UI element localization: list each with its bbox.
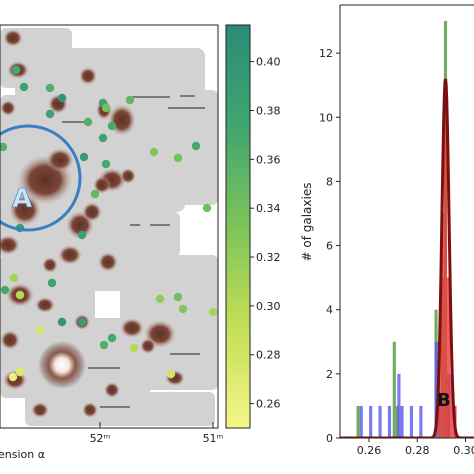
galaxy-marker [173,153,183,163]
galaxy-marker [107,121,117,131]
galaxy-marker [79,152,89,162]
colorbar-ticks: 0.40 0.38 0.36 0.34 0.32 0.30 0.28 0.26 [250,56,281,411]
galaxy-marker [77,230,87,240]
gaussian-fit-curve [340,78,474,438]
galaxy-marker [35,325,45,335]
histogram-bar [443,117,448,438]
hist-y-tick-label: 10 [319,111,333,124]
histogram-bar [440,213,444,438]
galaxy-marker [57,317,67,327]
histogram-bars [356,21,457,438]
galaxy-marker [202,203,212,213]
annotation-B: B [437,390,451,411]
galaxy-marker [8,372,18,382]
histogram-bar [419,405,423,438]
galaxy-marker [191,141,201,151]
colorbar-tick-label: 0.32 [256,251,281,264]
histogram-bar [356,405,360,438]
annotation-A: A [12,184,32,214]
sky-map-panel: A [0,25,218,428]
colorbar-tick-label: 0.40 [256,56,281,69]
galaxy-marker [15,367,25,377]
histogram-bar [409,405,414,438]
colorbar-tick-label: 0.26 [256,398,281,411]
hist-x-tick-label: 0.28 [405,444,430,457]
histogram-bar [378,405,382,438]
galaxy-marker [125,95,135,105]
histogram-bar [434,341,438,438]
histogram-bar [369,405,373,438]
histogram-bar [450,373,454,438]
galaxy-marker [47,278,57,288]
galaxy-marker [45,109,55,119]
hist-x-tick-label: 0.30 [453,444,474,457]
galaxy-marker [178,304,188,314]
galaxy-marker [9,273,19,283]
histogram-bar [397,373,401,438]
galaxies [0,29,185,418]
colorbar [225,24,251,429]
galaxy-marker [11,65,21,75]
hist-y-tick-label: 12 [319,47,333,60]
galaxy-marker [15,290,25,300]
galaxy-marker [101,103,111,113]
galaxy-marker [101,159,111,169]
galaxy-marker [155,294,165,304]
histogram-bar [359,405,363,438]
sky-tick-label: 52ᵐ [90,432,111,445]
colorbar-tick-label: 0.36 [256,153,281,166]
histogram-bar [400,405,404,438]
hist-y-axis-label: # of galaxies [300,183,314,262]
hist-y-tick-label: 6 [326,240,333,253]
hist-y-tick-label: 4 [326,304,333,317]
galaxy-marker [90,189,100,199]
galaxy-marker [57,93,67,103]
galaxy-marker [45,83,55,93]
galaxy-markers [0,65,218,382]
galaxy-marker [0,285,10,295]
histogram-bar [447,277,451,438]
histogram-bar [387,405,392,438]
histogram-bar [392,341,396,438]
colorbar-tick-label: 0.28 [256,349,281,362]
galaxy-marker [77,317,87,327]
sky-tick-label: 51ᵐ [203,432,224,445]
histogram-ticks: 0 2 4 6 8 10 12 0.26 0.28 0.30 [319,47,474,457]
galaxy-marker [83,117,93,127]
sky-x-axis-label: ension α [0,448,45,461]
detector-streaks [62,95,205,408]
hist-y-tick-label: 2 [326,368,333,381]
galaxy-marker [166,369,176,379]
colorbar-tick-label: 0.30 [256,300,281,313]
hist-y-tick-label: 8 [326,175,333,188]
circle-A [0,124,82,232]
hist-y-tick-label: 0 [326,432,333,445]
galaxy-marker [98,133,108,143]
galaxy-marker [19,82,29,92]
colorbar-tick-label: 0.34 [256,202,281,215]
galaxy-marker [173,292,183,302]
galaxy-marker [149,147,159,157]
sky-frame [0,24,219,429]
galaxy-marker [99,340,109,350]
colorbar-tick-label: 0.38 [256,104,281,117]
hist-x-tick-label: 0.26 [357,444,382,457]
galaxy-marker [208,307,218,317]
galaxy-marker [0,142,8,152]
galaxy-marker [129,343,139,353]
galaxy-marker [107,333,117,343]
